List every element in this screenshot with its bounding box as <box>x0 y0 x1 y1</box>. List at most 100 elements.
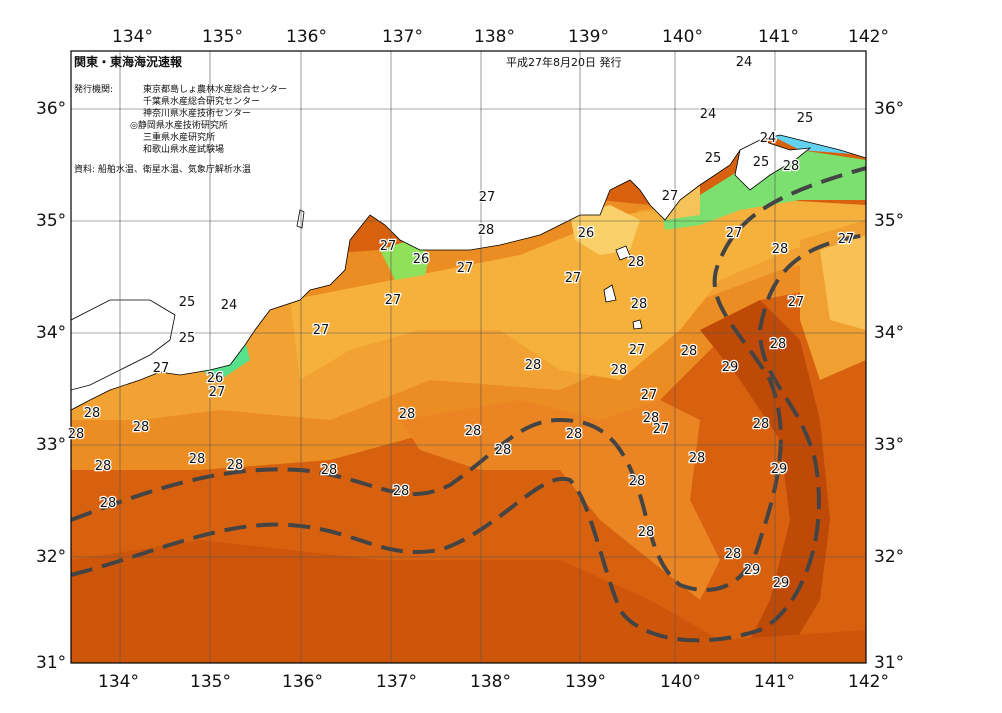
isotherm-label: 27 <box>209 385 226 400</box>
isotherm-label: 27 <box>153 361 170 376</box>
isotherm-label: 28 <box>611 363 628 378</box>
lat-labels-left: 36° 35° 34° 33° 32° 31° <box>36 99 66 673</box>
map-title: 関東・東海海況速報 <box>74 54 183 69</box>
isotherm-label: 28 <box>783 159 800 174</box>
isotherm-label: 28 <box>725 547 742 562</box>
isotherm-label: 28 <box>465 424 482 439</box>
lon-label: 141° <box>754 672 795 692</box>
isotherm-label: 28 <box>770 337 787 352</box>
isotherm-label: 28 <box>189 452 206 467</box>
issuer-item: 東京都島しょ農林水産総合センター <box>143 83 287 95</box>
lon-label: 141° <box>758 27 799 47</box>
issuer-label: 発行機関: <box>74 83 113 95</box>
lon-label: 140° <box>662 27 703 47</box>
lon-label: 136° <box>282 672 323 692</box>
isotherm-label: 28 <box>772 242 789 257</box>
isotherm-label: 28 <box>525 358 542 373</box>
isotherm-label: 28 <box>753 417 770 432</box>
lon-label: 136° <box>286 27 327 47</box>
lat-label: 33° <box>36 435 66 455</box>
lat-label: 35° <box>874 211 904 231</box>
isotherm-label: 27 <box>629 343 646 358</box>
isotherm-label: 24 <box>760 131 777 146</box>
land <box>71 51 866 411</box>
isotherm-label: 27 <box>565 271 582 286</box>
isotherm-label: 27 <box>726 226 743 241</box>
graticule <box>71 51 866 663</box>
isotherm-label: 28 <box>643 411 660 426</box>
isotherm-label: 27 <box>662 189 679 204</box>
lon-label: 140° <box>660 672 701 692</box>
isotherm-label: 25 <box>705 151 722 166</box>
isotherm-label: 27 <box>838 232 855 247</box>
lon-label: 135° <box>190 672 231 692</box>
isotherm-label: 28 <box>133 420 150 435</box>
isotherm-label: 28 <box>566 427 583 442</box>
lon-label: 139° <box>565 672 606 692</box>
isotherm-label: 27 <box>788 295 805 310</box>
isotherm-label: 27 <box>385 293 402 308</box>
isotherm-label: 27 <box>653 422 670 437</box>
lon-label: 134° <box>112 27 153 47</box>
lon-label: 138° <box>470 672 511 692</box>
issuer-item: 神奈川県水産技術センター <box>143 107 251 119</box>
isotherm-label: 29 <box>744 563 761 578</box>
isotherm-label: 28 <box>393 484 410 499</box>
lon-label: 135° <box>202 27 243 47</box>
isotherm-label: 29 <box>771 462 788 477</box>
isotherm-label: 25 <box>179 331 196 346</box>
lat-labels-right: 36° 35° 34° 33° 32° 31° <box>874 99 904 673</box>
isotherm-label: 27 <box>380 239 397 254</box>
kuroshio-axis <box>71 166 866 643</box>
isotherm-label: 28 <box>638 525 655 540</box>
data-source: 資料: 船舶水温、衛星水温、気象庁解析水温 <box>74 163 251 175</box>
isotherm-label: 26 <box>578 226 595 241</box>
header: 関東・東海海況速報 平成27年8月20日 発行 発行機関: 東京都島しょ農林水産… <box>74 54 622 175</box>
isotherm-label: 28 <box>399 407 416 422</box>
lat-label: 32° <box>874 547 904 567</box>
lat-label: 35° <box>36 211 66 231</box>
lon-label: 139° <box>568 27 609 47</box>
isotherm-label: 28 <box>84 406 101 421</box>
lat-label: 36° <box>874 99 904 119</box>
isotherm-label: 28 <box>628 255 645 270</box>
isotherm-label: 24 <box>221 298 238 313</box>
isotherm-label: 28 <box>95 459 112 474</box>
lon-label: 138° <box>474 27 515 47</box>
lon-label: 142° <box>848 672 889 692</box>
isotherm-label: 28 <box>495 443 512 458</box>
isotherm-label: 28 <box>227 458 244 473</box>
isotherm-label: 25 <box>797 111 814 126</box>
lat-label: 31° <box>874 653 904 673</box>
lon-labels-bottom: 134° 135° 136° 137° 138° 139° 140° 141° … <box>98 672 889 692</box>
isotherm-label: 25 <box>753 155 770 170</box>
isotherm-label: 28 <box>68 427 85 442</box>
isotherm-label: 26 <box>413 252 430 267</box>
isotherm-label: 29 <box>722 360 739 375</box>
isotherm-label: 27 <box>457 261 474 276</box>
isotherm-label: 27 <box>313 323 330 338</box>
isotherm-label: 28 <box>689 451 706 466</box>
isotherm-label: 24 <box>736 55 753 70</box>
isotherm-label: 24 <box>700 107 717 122</box>
isotherm-label: 26 <box>207 371 224 386</box>
lat-label: 34° <box>36 323 66 343</box>
isotherm-label: 28 <box>631 297 648 312</box>
issuer-item: 三重県水産研究所 <box>143 131 215 143</box>
isotherm-label: 29 <box>773 576 790 591</box>
isotherm-label: 28 <box>321 463 338 478</box>
issuer-item: 和歌山県水産試験場 <box>143 143 224 155</box>
isotherm-label: 27 <box>479 190 496 205</box>
isotherm-label: 28 <box>629 474 646 489</box>
issue-date: 平成27年8月20日 発行 <box>506 55 622 69</box>
lon-labels-top: 134° 135° 136° 137° 138° 139° 140° 141° … <box>112 27 889 47</box>
lat-label: 36° <box>36 99 66 119</box>
map-frame <box>70 50 867 664</box>
lat-label: 33° <box>874 435 904 455</box>
issuer-item: ◎静岡県水産技術研究所 <box>130 119 228 131</box>
lon-label: 137° <box>382 27 423 47</box>
isotherm-label: 28 <box>681 344 698 359</box>
